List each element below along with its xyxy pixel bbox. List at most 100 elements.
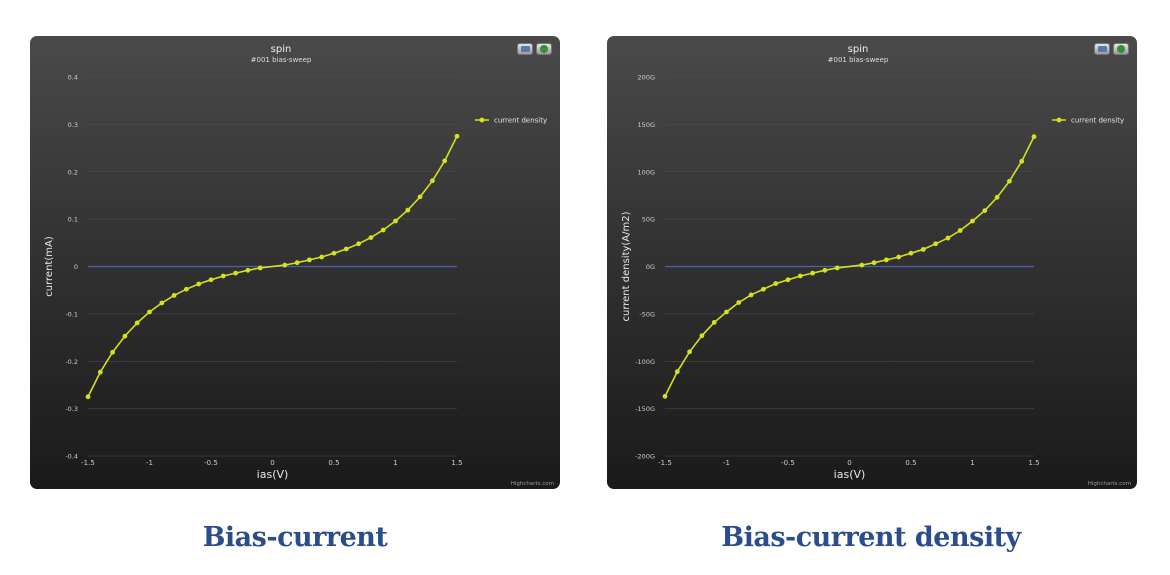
data-point [196, 281, 202, 287]
data-point [748, 292, 754, 298]
x-tick-label: -1.5 [658, 459, 672, 467]
y-tick-label: -0.4 [65, 453, 78, 461]
data-point [699, 333, 705, 339]
chart-title: spin [848, 44, 869, 55]
data-point [908, 250, 914, 256]
chart-subtitle: #001 bias-sweep [251, 56, 312, 64]
data-point [257, 265, 263, 271]
chart-svg: spin#001 bias-sweep -0.4 -0.3 -0.2 -0.1 0 0.1 0… [44, 44, 554, 487]
x-tick-label: 0 [270, 459, 274, 467]
data-point [933, 241, 938, 247]
data-point [674, 369, 680, 375]
data-point [724, 309, 729, 315]
series-line [87, 135, 458, 398]
data-point [245, 267, 251, 273]
x-tick-label: -0.5 [781, 459, 795, 467]
y-tick-label: -0.1 [65, 310, 78, 318]
y-tick-label: 0.4 [68, 74, 78, 82]
y-axis-title: current density(A/m2) [621, 211, 632, 321]
y-tick-label: 100G [638, 168, 655, 176]
export-buttons [1094, 43, 1129, 55]
y-tick-label: 50G [642, 216, 655, 224]
data-point [859, 262, 865, 268]
print-icon[interactable] [1094, 43, 1110, 55]
data-point [159, 300, 165, 306]
print-icon[interactable] [517, 43, 533, 55]
legend-label: current density [494, 117, 547, 125]
y-tick-label: 200G [638, 74, 655, 82]
y-tick-label: 0.1 [68, 216, 78, 224]
y-tick-label: 150G [638, 121, 655, 129]
data-point [282, 262, 288, 268]
data-point [134, 320, 140, 326]
data-point [454, 133, 460, 139]
data-point [122, 333, 128, 339]
data-point [761, 286, 766, 292]
data-point [331, 250, 337, 256]
x-tick-label: 1.5 [451, 459, 462, 467]
x-tick-label: -1.5 [81, 459, 95, 467]
y-tick-label: 0.2 [68, 168, 78, 176]
data-point [430, 178, 435, 184]
data-point [687, 349, 692, 355]
data-point [110, 349, 115, 355]
credits: Highcharts.com [511, 481, 554, 487]
data-point [736, 300, 742, 305]
data-point [920, 247, 926, 252]
x-tick-label: 0.5 [905, 459, 916, 467]
data-point [208, 277, 214, 283]
data-point [1031, 134, 1037, 140]
x-axis-title: ias(V) [257, 468, 289, 481]
chart-panel-bias-current-density: spin #001 bias-sweep -200G -150G -100G -50G 0G… [607, 36, 1137, 489]
data-point [773, 281, 779, 286]
export-icon[interactable] [1113, 43, 1129, 55]
y-tick-label: -0.3 [65, 405, 78, 413]
data-point [417, 194, 423, 200]
data-point [147, 309, 152, 315]
data-point [294, 260, 300, 266]
data-point [711, 320, 717, 325]
data-point [884, 257, 889, 263]
y-tick-label: -100G [635, 358, 655, 366]
export-buttons [517, 43, 552, 55]
x-tick-label: -1 [723, 459, 730, 467]
chart-title: spin [271, 44, 292, 55]
x-tick-label: 0 [847, 459, 851, 467]
data-point [810, 270, 815, 276]
data-point [356, 241, 361, 247]
data-point [834, 265, 840, 271]
data-point [380, 227, 386, 233]
y-tick-label: 0.3 [68, 121, 78, 129]
data-point [822, 267, 828, 273]
y-tick-label: -50G [639, 310, 655, 318]
data-point [368, 235, 374, 241]
data-point [994, 194, 1000, 200]
data-point [871, 260, 877, 266]
data-point [970, 218, 975, 224]
chart-panel-bias-current: spin #001 bias-sweep -0.4 -0.3 -0.2 -0.1 0 0.1 0… [30, 36, 560, 489]
data-point [85, 394, 91, 400]
data-point [945, 235, 951, 241]
data-point [442, 158, 448, 164]
data-point [393, 218, 398, 224]
x-tick-label: 0.5 [328, 459, 339, 467]
data-point [171, 292, 177, 298]
y-tick-label: 0G [646, 263, 655, 271]
credits: Highcharts.com [1088, 481, 1131, 487]
y-tick-label: -200G [635, 453, 655, 461]
data-point [343, 246, 349, 252]
export-icon[interactable] [536, 43, 552, 55]
y-tick-label: -150G [635, 405, 655, 413]
chart-svg: spin#001 bias-sweep-200G-150G-100G-50G0G… [621, 44, 1131, 487]
legend-label: current density [1071, 117, 1124, 125]
x-tick-label: 1 [393, 459, 397, 467]
y-tick-label: 0 [74, 263, 78, 271]
data-point [319, 254, 325, 260]
data-point [184, 286, 189, 292]
data-point [797, 273, 803, 279]
series-line [664, 136, 1035, 397]
legend-marker [479, 117, 485, 123]
data-point [1007, 178, 1012, 184]
x-tick-label: -0.5 [204, 459, 218, 467]
caption-bias-current-density: Bias-current density [721, 522, 1021, 553]
